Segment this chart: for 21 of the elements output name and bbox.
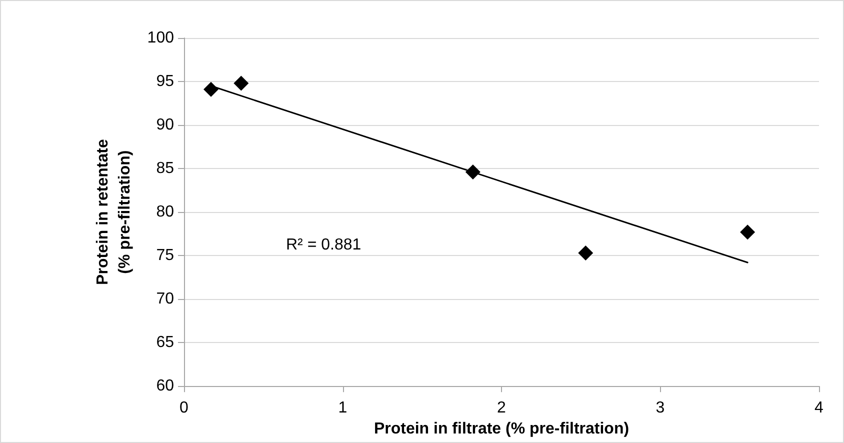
x-tick-label: 1 <box>338 400 348 417</box>
y-tick-label: 60 <box>156 378 174 395</box>
y-tick-label: 95 <box>156 73 174 90</box>
point <box>203 82 218 97</box>
y-tick-label: 65 <box>156 334 174 352</box>
point <box>578 245 594 260</box>
x-tick-label: 2 <box>497 400 506 417</box>
x-tick-label: 4 <box>814 400 824 417</box>
x-tick-label: 0 <box>180 400 189 417</box>
y-tick-label: 70 <box>156 290 174 308</box>
x-axis-title: Protein in filtrate (% pre-filtration) <box>374 420 630 438</box>
point <box>234 76 249 91</box>
annotation: R² = 0.881 <box>286 236 362 254</box>
y-tick-label: 100 <box>147 30 174 46</box>
x-tick-label: 3 <box>656 400 665 417</box>
y-tick-label: 90 <box>156 116 174 134</box>
y-axis-title: Protein in retentate (% pre-filtration) <box>94 139 134 285</box>
y-tick-label: 80 <box>156 204 174 221</box>
point <box>740 224 756 240</box>
y-tick-label: 75 <box>156 247 174 264</box>
y-tick-label: 85 <box>156 160 174 178</box>
